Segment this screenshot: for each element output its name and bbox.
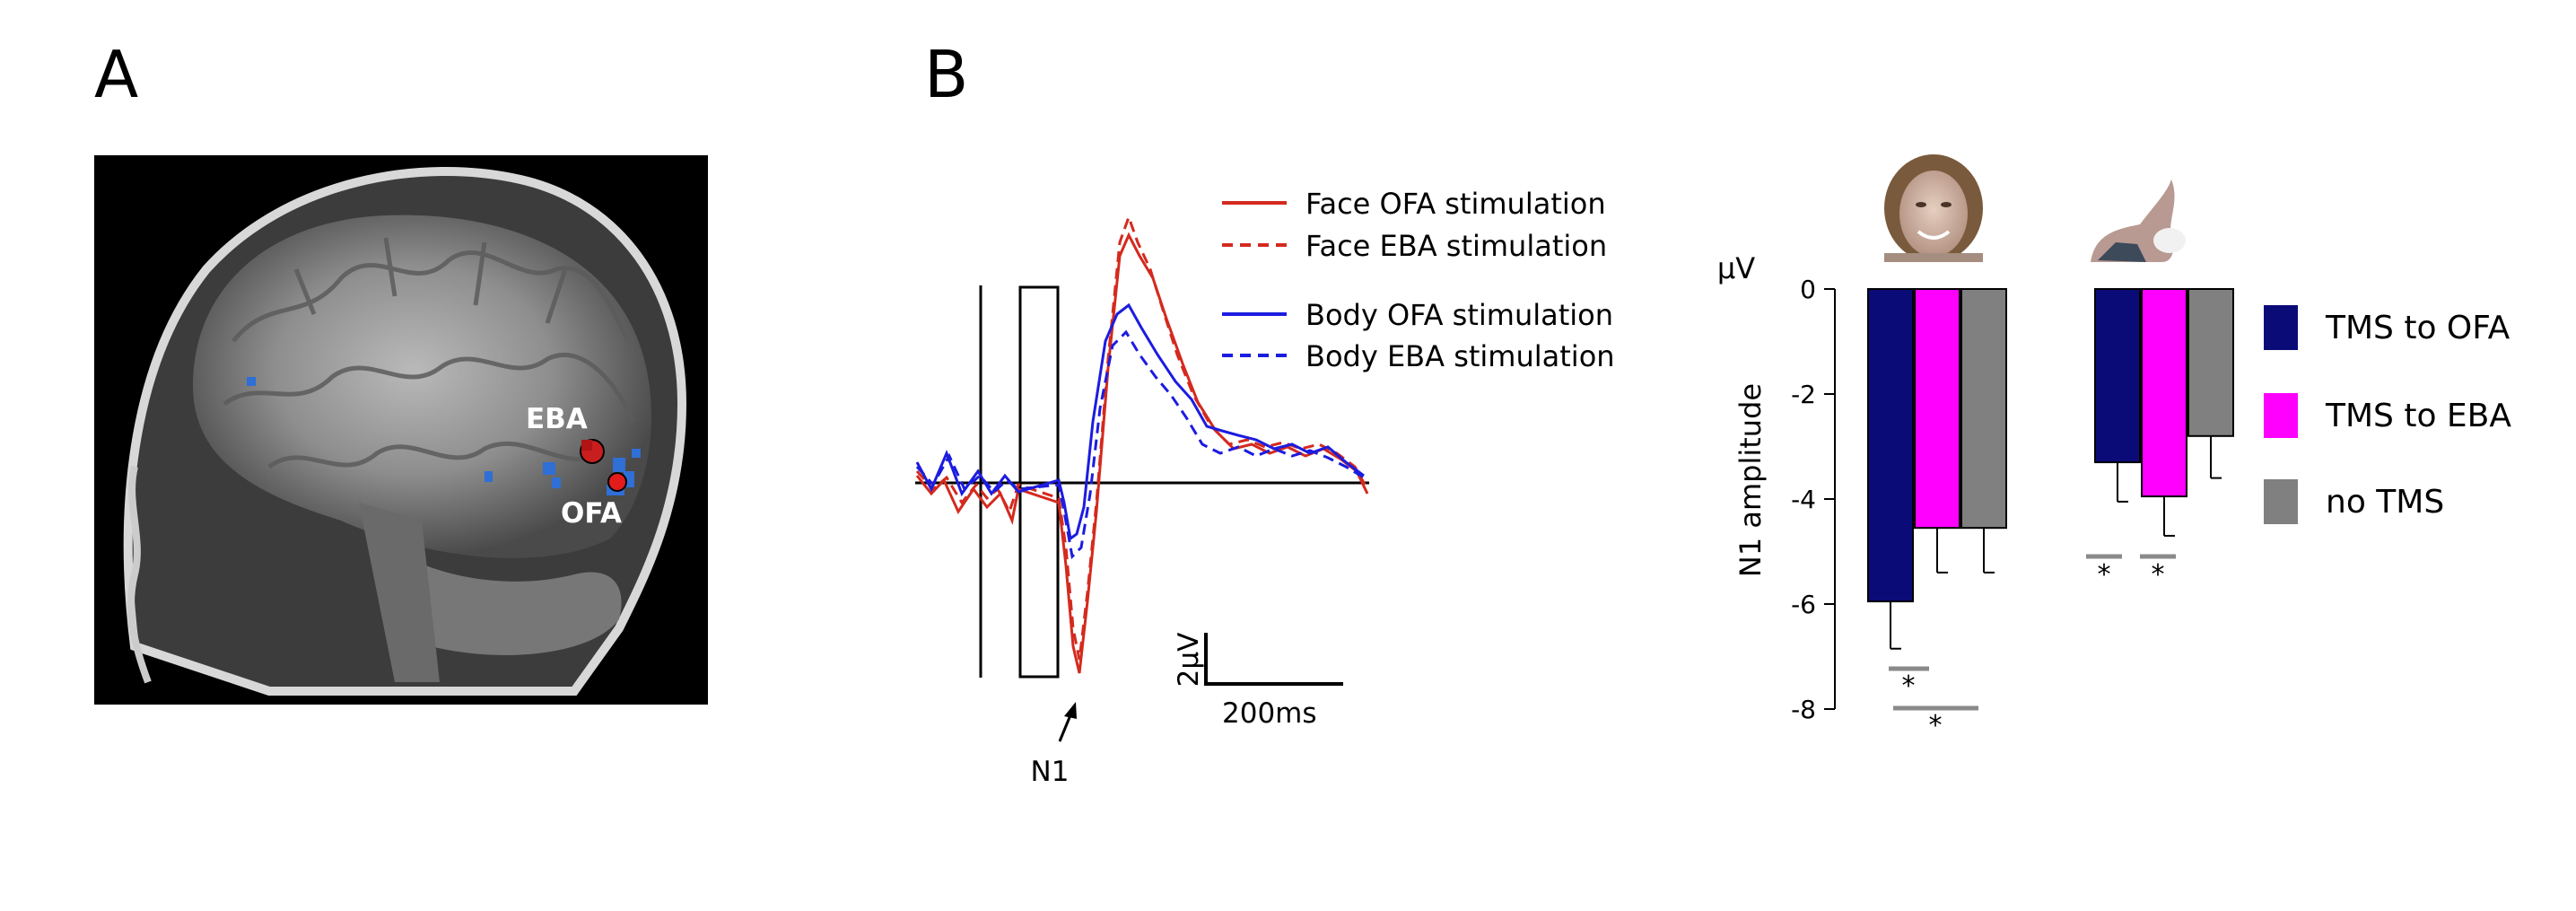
n1-label: N1 bbox=[1031, 756, 1070, 788]
legend-body-eba: Body EBA stimulation bbox=[1305, 339, 1615, 373]
panel-a-label: A bbox=[94, 37, 138, 112]
legend-face-ofa: Face OFA stimulation bbox=[1305, 187, 1606, 221]
bar-body-1 bbox=[2141, 288, 2187, 498]
bar-legend: TMS to OFA TMS to EBA no TMS bbox=[2264, 305, 2511, 524]
bars bbox=[1867, 288, 2234, 650]
y-axis-title: N1 amplitude bbox=[1733, 383, 1768, 577]
n1-arrowhead bbox=[1064, 702, 1077, 719]
legend-swatch-tms-ofa bbox=[2264, 305, 2298, 350]
bar-face-2 bbox=[1960, 288, 2007, 530]
legend-tms-eba: TMS to EBA bbox=[2325, 398, 2511, 434]
legend-body-ofa: Body OFA stimulation bbox=[1305, 298, 1613, 332]
y-unit-label: µV bbox=[1717, 251, 1755, 285]
bar-face-1 bbox=[1914, 288, 1960, 530]
y-tick-label: -4 bbox=[1791, 485, 1816, 514]
erp-trace-face-eba bbox=[915, 213, 1369, 661]
erp-trace-face-ofa bbox=[915, 232, 1369, 674]
sig-star-body-2: * bbox=[2152, 559, 2165, 591]
legend-swatch-tms-eba bbox=[2264, 393, 2298, 438]
legend-no-tms: no TMS bbox=[2326, 484, 2444, 521]
erp-trace-body-eba bbox=[915, 329, 1365, 560]
face-stimulus-image bbox=[1884, 154, 1983, 262]
scale-time-label: 200ms bbox=[1222, 697, 1317, 730]
legend-tms-ofa: TMS to OFA bbox=[2325, 310, 2511, 346]
sig-star-face-1: * bbox=[1902, 670, 1916, 702]
erp-legend: Face OFA stimulation Face EBA stimulatio… bbox=[1222, 187, 1615, 373]
body-stimulus-image bbox=[2091, 180, 2186, 262]
erp-plot: 2µV 200ms N1 bbox=[915, 213, 1369, 788]
bar-body-2 bbox=[2187, 288, 2234, 437]
mri-brain-image bbox=[94, 155, 708, 705]
legend-swatch-no-tms bbox=[2264, 479, 2298, 524]
n1-bar-chart: µV N1 amplitude 0 -2 -4 -6 -8 * * * * bbox=[1717, 251, 2234, 741]
panel-b-label: B bbox=[924, 37, 968, 112]
scale-amplitude-label: 2µV bbox=[1173, 633, 1205, 688]
sig-star-face-2: * bbox=[1929, 710, 1943, 741]
sig-star-body-1: * bbox=[2098, 559, 2111, 591]
eba-region-label: EBA bbox=[526, 403, 588, 435]
bar-body-0 bbox=[2094, 288, 2141, 464]
bar-face-0 bbox=[1867, 288, 1914, 603]
legend-face-eba: Face EBA stimulation bbox=[1305, 229, 1607, 263]
erp-trace-body-ofa bbox=[915, 302, 1365, 541]
y-tick-label: 0 bbox=[1800, 275, 1816, 304]
y-tick-label: -8 bbox=[1791, 695, 1816, 724]
y-tick-label: -6 bbox=[1791, 590, 1816, 619]
ofa-region-label: OFA bbox=[561, 497, 622, 530]
y-ticks: 0 -2 -4 -6 -8 bbox=[1791, 275, 1835, 724]
y-tick-label: -2 bbox=[1791, 380, 1816, 409]
